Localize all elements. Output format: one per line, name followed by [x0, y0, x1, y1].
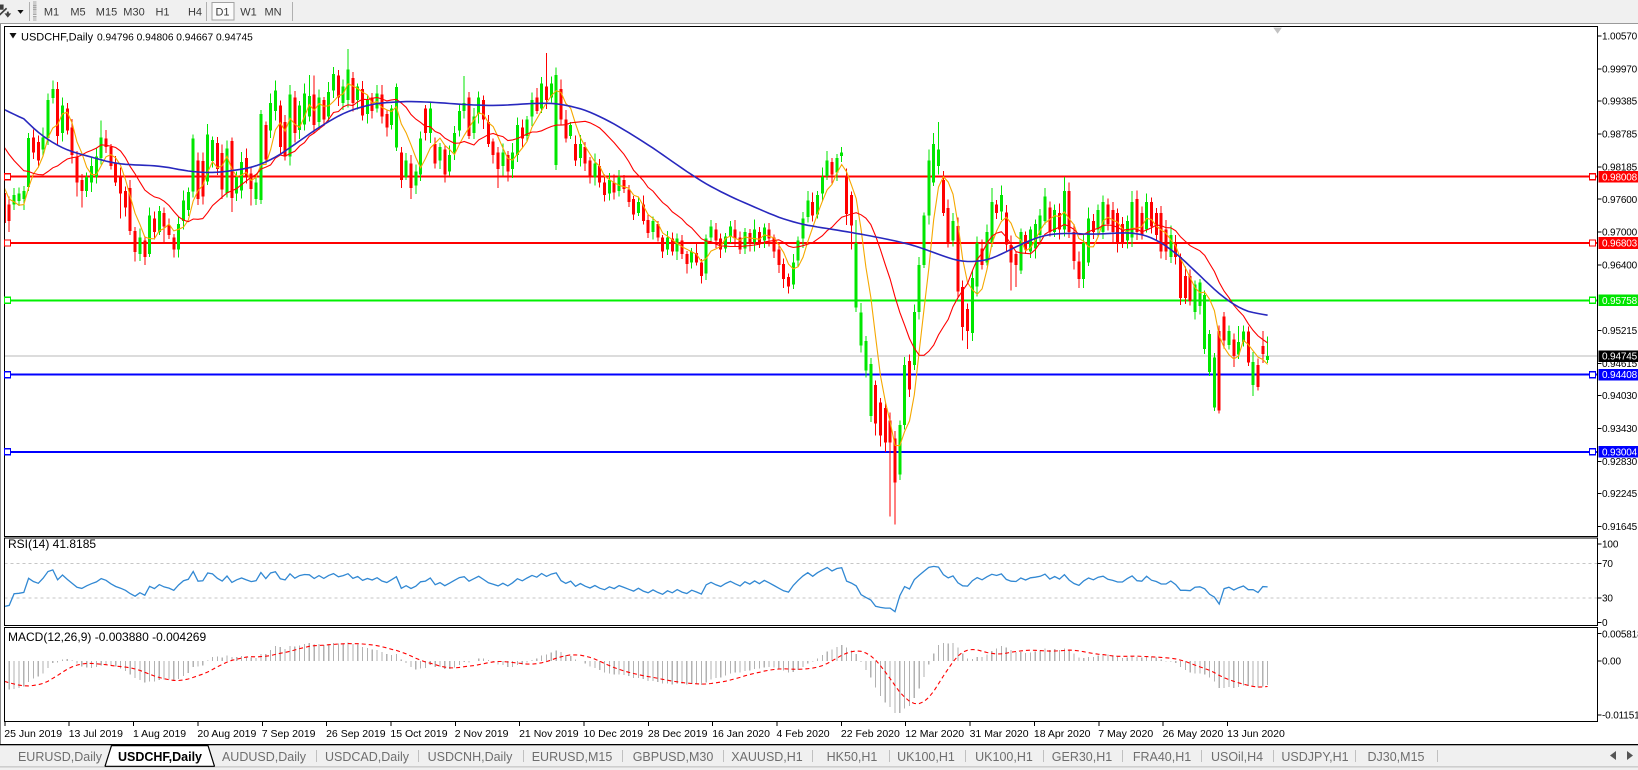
svg-text:RSI(14) 41.8185: RSI(14) 41.8185 [8, 537, 96, 551]
svg-text:0.99385: 0.99385 [1602, 97, 1638, 108]
svg-text:DJ30,M15: DJ30,M15 [1368, 750, 1425, 764]
svg-text:0.91645: 0.91645 [1602, 522, 1638, 533]
svg-text:0.94408: 0.94408 [1602, 370, 1638, 381]
svg-text:0.94030: 0.94030 [1602, 391, 1638, 402]
svg-text:M5: M5 [70, 7, 85, 19]
svg-text:D1: D1 [215, 7, 229, 19]
svg-text:USDCNH,Daily: USDCNH,Daily [428, 750, 513, 764]
svg-text:20 Aug 2019: 20 Aug 2019 [197, 728, 256, 740]
svg-text:USDCHF,Daily: USDCHF,Daily [118, 750, 202, 764]
svg-text:7 May 2020: 7 May 2020 [1098, 728, 1153, 740]
svg-text:16 Jan 2020: 16 Jan 2020 [712, 728, 770, 740]
svg-text:0: 0 [1602, 618, 1608, 629]
svg-text:7 Sep 2019: 7 Sep 2019 [262, 728, 316, 740]
svg-text:0.96803: 0.96803 [1602, 239, 1638, 250]
svg-text:22 Feb 2020: 22 Feb 2020 [841, 728, 900, 740]
svg-text:M30: M30 [123, 7, 144, 19]
svg-text:EURUSD,M15: EURUSD,M15 [532, 750, 613, 764]
svg-text:0.94615: 0.94615 [1602, 359, 1638, 370]
svg-text:0.93004: 0.93004 [1602, 447, 1638, 458]
svg-text:0.97000: 0.97000 [1602, 228, 1638, 239]
svg-text:13 Jul 2019: 13 Jul 2019 [69, 728, 123, 740]
svg-text:UK100,H1: UK100,H1 [897, 750, 955, 764]
svg-text:MACD(12,26,9) -0.003880 -0.004: MACD(12,26,9) -0.003880 -0.004269 [8, 630, 206, 644]
svg-text:USDCAD,Daily: USDCAD,Daily [325, 750, 410, 764]
svg-text:M15: M15 [96, 7, 117, 19]
svg-text:15 Oct 2019: 15 Oct 2019 [390, 728, 447, 740]
svg-text:10 Dec 2019: 10 Dec 2019 [584, 728, 644, 740]
svg-text:0.98785: 0.98785 [1602, 130, 1638, 141]
svg-text:25 Jun 2019: 25 Jun 2019 [4, 728, 62, 740]
svg-text:0.94745: 0.94745 [1602, 352, 1638, 363]
svg-text:0.99970: 0.99970 [1602, 64, 1638, 75]
svg-text:4 Feb 2020: 4 Feb 2020 [777, 728, 830, 740]
svg-text:USDCHF,Daily: USDCHF,Daily [21, 32, 94, 44]
svg-text:HK50,H1: HK50,H1 [827, 750, 878, 764]
svg-text:0.94796 0.94806 0.94667 0.9474: 0.94796 0.94806 0.94667 0.94745 [97, 33, 253, 44]
svg-text:26 Sep 2019: 26 Sep 2019 [326, 728, 386, 740]
svg-text:1 Aug 2019: 1 Aug 2019 [133, 728, 186, 740]
svg-text:30: 30 [1602, 594, 1613, 605]
svg-text:H1: H1 [155, 7, 169, 19]
svg-text:M1: M1 [44, 7, 59, 19]
svg-text:0.95215: 0.95215 [1602, 326, 1638, 337]
svg-text:100: 100 [1602, 540, 1619, 551]
svg-text:31 Mar 2020: 31 Mar 2020 [970, 728, 1029, 740]
svg-text:USOil,H4: USOil,H4 [1211, 750, 1263, 764]
svg-text:0.005818: 0.005818 [1602, 629, 1638, 640]
svg-text:26 May 2020: 26 May 2020 [1163, 728, 1224, 740]
svg-text:FRA40,H1: FRA40,H1 [1133, 750, 1191, 764]
svg-text:0.93430: 0.93430 [1602, 424, 1638, 435]
svg-text:13 Jun 2020: 13 Jun 2020 [1227, 728, 1285, 740]
svg-text:0.98185: 0.98185 [1602, 163, 1638, 174]
svg-text:1.00570: 1.00570 [1602, 32, 1638, 43]
svg-text:28 Dec 2019: 28 Dec 2019 [648, 728, 708, 740]
svg-text:0.00: 0.00 [1602, 657, 1621, 668]
svg-text:W1: W1 [240, 7, 257, 19]
svg-text:0.95758: 0.95758 [1602, 296, 1638, 307]
svg-text:0.92830: 0.92830 [1602, 457, 1638, 468]
svg-text:21 Nov 2019: 21 Nov 2019 [519, 728, 579, 740]
svg-text:2 Nov 2019: 2 Nov 2019 [455, 728, 509, 740]
svg-text:-0.011514: -0.011514 [1602, 711, 1638, 722]
svg-text:MN: MN [264, 7, 281, 19]
svg-text:18 Apr 2020: 18 Apr 2020 [1034, 728, 1091, 740]
svg-text:12 Mar 2020: 12 Mar 2020 [905, 728, 964, 740]
svg-text:AUDUSD,Daily: AUDUSD,Daily [222, 750, 307, 764]
svg-text:XAUUSD,H1: XAUUSD,H1 [731, 750, 803, 764]
svg-text:70: 70 [1602, 559, 1613, 570]
svg-text:UK100,H1: UK100,H1 [975, 750, 1033, 764]
svg-text:0.96400: 0.96400 [1602, 261, 1638, 272]
svg-text:0.97600: 0.97600 [1602, 195, 1638, 206]
svg-text:GER30,H1: GER30,H1 [1052, 750, 1112, 764]
svg-text:H4: H4 [188, 7, 202, 19]
svg-text:USDJPY,H1: USDJPY,H1 [1281, 750, 1348, 764]
svg-text:EURUSD,Daily: EURUSD,Daily [18, 750, 103, 764]
svg-text:GBPUSD,M30: GBPUSD,M30 [633, 750, 714, 764]
svg-text:0.98008: 0.98008 [1602, 172, 1638, 183]
svg-text:0.92245: 0.92245 [1602, 489, 1638, 500]
